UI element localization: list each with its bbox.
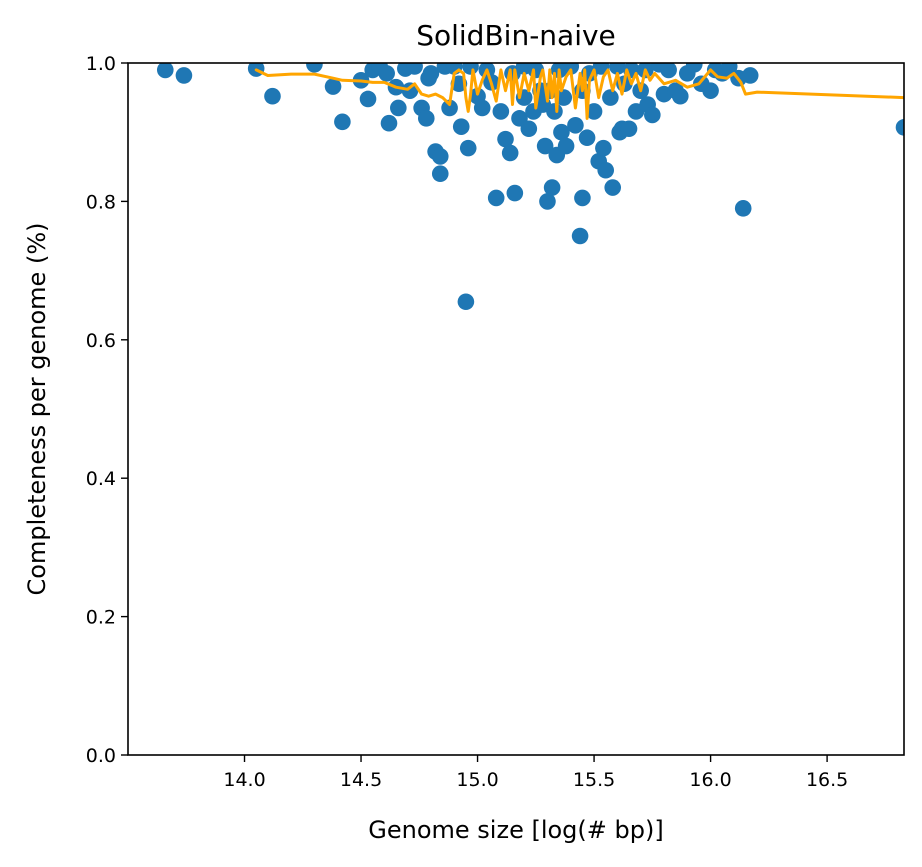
x-tick-label: 15.5 [573, 769, 615, 791]
data-point [595, 139, 612, 157]
y-tick-label: 0.4 [86, 468, 116, 490]
data-point [501, 144, 519, 162]
data-point [401, 82, 419, 99]
data-point [597, 161, 615, 179]
data-point [702, 82, 719, 99]
data-point [553, 123, 570, 141]
data-point [602, 89, 619, 106]
data-point [741, 67, 759, 84]
y-tick-label: 0.2 [86, 607, 116, 629]
data-point [492, 103, 510, 120]
data-point [520, 120, 538, 138]
data-point [671, 87, 689, 105]
data-point [175, 67, 193, 84]
data-point [539, 193, 556, 210]
data-point [567, 116, 584, 134]
data-point [571, 227, 589, 245]
y-axis-label: Completeness per genome (%) [23, 223, 51, 596]
x-tick-label: 14.5 [340, 769, 382, 791]
x-tick-label: 16.0 [689, 769, 731, 791]
data-point [543, 179, 561, 196]
data-point [334, 113, 351, 131]
x-tick-label: 14.0 [223, 769, 265, 791]
data-point [156, 63, 174, 79]
trend-line-layer [254, 68, 904, 120]
data-point [390, 99, 407, 117]
x-axis-label: Genome size [log(# bp)] [368, 816, 663, 844]
y-tick-label: 0.6 [86, 330, 116, 352]
data-point [578, 129, 596, 147]
data-point [473, 99, 491, 117]
data-point [557, 137, 575, 155]
data-point [431, 165, 449, 183]
y-axis-ticks: 0.0 0.2 0.4 0.6 0.8 1.0 [86, 53, 128, 767]
data-point [620, 120, 638, 138]
data-point [574, 189, 591, 207]
trend-line [254, 68, 904, 120]
data-point [644, 106, 661, 124]
plot-area [156, 63, 904, 311]
data-point [457, 293, 475, 311]
data-point [536, 137, 554, 155]
y-tick-label: 0.8 [86, 191, 116, 213]
data-point [264, 87, 281, 105]
data-point [604, 179, 622, 196]
data-point [452, 118, 470, 135]
data-point [546, 103, 563, 120]
data-point [324, 78, 342, 95]
data-point [306, 63, 323, 73]
data-point [609, 63, 626, 75]
x-tick-label: 16.5 [806, 769, 848, 791]
data-point [417, 110, 435, 127]
data-point [497, 130, 514, 148]
data-point [487, 189, 505, 207]
data-point [506, 184, 524, 202]
plot-frame [127, 62, 905, 756]
y-tick-label: 1.0 [86, 53, 116, 75]
x-axis-ticks: 14.0 14.5 15.0 15.5 16.0 16.5 [223, 755, 848, 791]
data-point [359, 90, 377, 108]
x-tick-label: 15.0 [456, 769, 498, 791]
data-point [378, 65, 395, 82]
data-point [431, 148, 449, 165]
data-point [441, 99, 458, 117]
y-tick-label: 0.0 [86, 745, 116, 767]
data-point [459, 139, 477, 157]
data-point [895, 119, 904, 136]
data-point [555, 89, 573, 106]
data-point [685, 63, 703, 73]
data-point [422, 65, 440, 82]
chart-title: SolidBin-naive [416, 19, 616, 52]
data-point [406, 63, 423, 75]
data-point [585, 103, 603, 120]
data-point [380, 114, 398, 132]
data-point [734, 200, 752, 217]
data-point [660, 63, 677, 79]
